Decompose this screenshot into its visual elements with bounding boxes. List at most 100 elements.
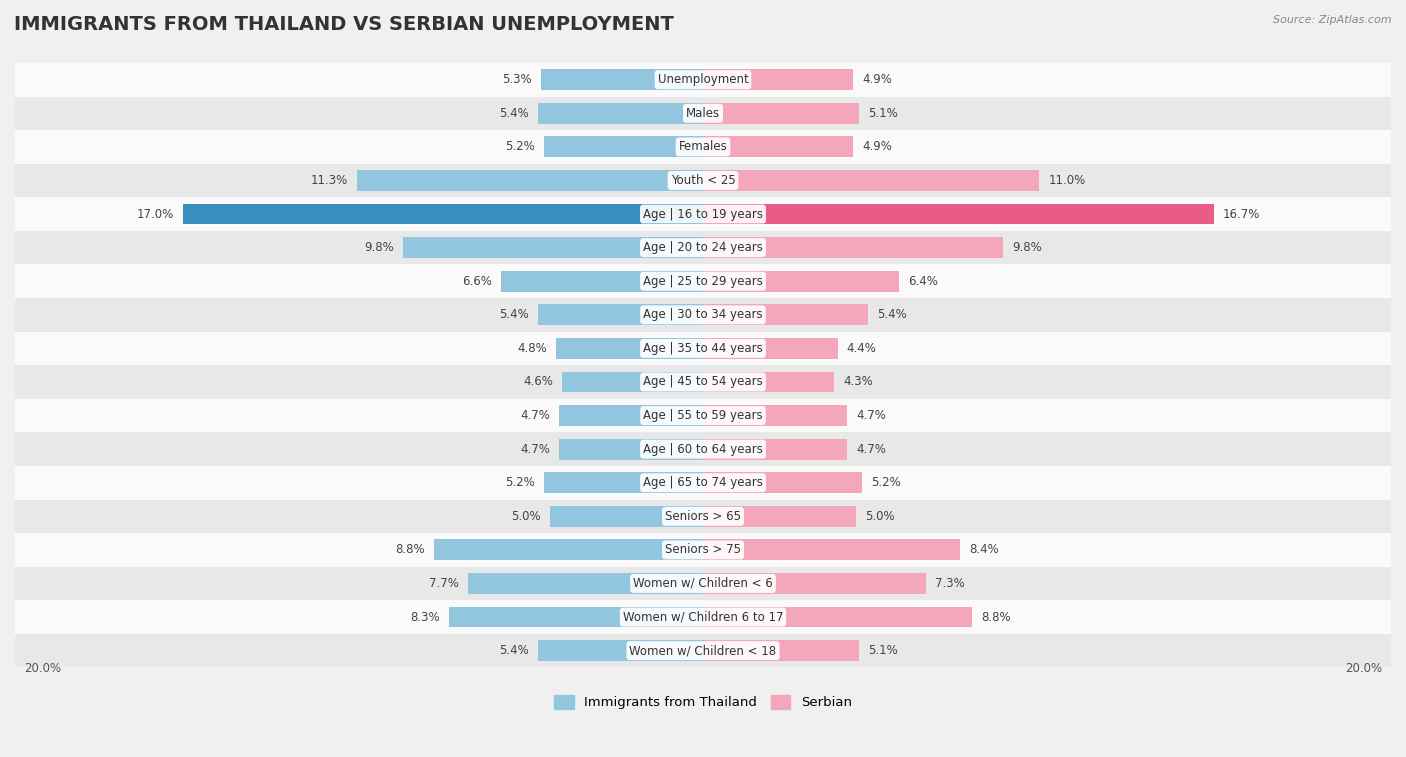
Text: 11.3%: 11.3% (311, 174, 349, 187)
Text: Age | 65 to 74 years: Age | 65 to 74 years (643, 476, 763, 489)
Text: 5.2%: 5.2% (872, 476, 901, 489)
Bar (0, 634, 1406, 668)
Text: 17.0%: 17.0% (136, 207, 174, 220)
Text: 5.4%: 5.4% (877, 308, 907, 321)
Bar (703, 472, 862, 493)
Bar (550, 506, 703, 527)
Bar (538, 103, 703, 123)
Text: 8.8%: 8.8% (981, 611, 1011, 624)
Text: 4.7%: 4.7% (856, 443, 886, 456)
Bar (0, 298, 1406, 332)
Bar (0, 63, 1406, 96)
Text: 16.7%: 16.7% (1223, 207, 1260, 220)
Bar (541, 70, 703, 90)
Text: 9.8%: 9.8% (1012, 241, 1042, 254)
Text: Age | 60 to 64 years: Age | 60 to 64 years (643, 443, 763, 456)
Text: 8.8%: 8.8% (395, 544, 425, 556)
Text: 8.3%: 8.3% (411, 611, 440, 624)
Bar (544, 136, 703, 157)
Bar (0, 466, 1406, 500)
Bar (703, 103, 859, 123)
Text: Males: Males (686, 107, 720, 120)
Text: Age | 25 to 29 years: Age | 25 to 29 years (643, 275, 763, 288)
Text: 4.7%: 4.7% (520, 409, 550, 422)
Bar (703, 640, 859, 661)
Bar (183, 204, 703, 225)
Text: Age | 20 to 24 years: Age | 20 to 24 years (643, 241, 763, 254)
Bar (703, 237, 1002, 258)
Bar (703, 573, 927, 594)
Text: 4.3%: 4.3% (844, 375, 873, 388)
Bar (703, 271, 898, 291)
Text: 5.1%: 5.1% (868, 644, 898, 657)
Bar (538, 304, 703, 326)
Text: Source: ZipAtlas.com: Source: ZipAtlas.com (1274, 15, 1392, 25)
Text: Age | 35 to 44 years: Age | 35 to 44 years (643, 342, 763, 355)
Text: 5.0%: 5.0% (512, 509, 541, 523)
Bar (0, 600, 1406, 634)
Text: 5.2%: 5.2% (505, 476, 534, 489)
Bar (703, 204, 1213, 225)
Bar (0, 332, 1406, 365)
Bar (538, 640, 703, 661)
Bar (0, 399, 1406, 432)
Text: 7.7%: 7.7% (429, 577, 458, 590)
Text: Unemployment: Unemployment (658, 73, 748, 86)
Text: 5.4%: 5.4% (499, 107, 529, 120)
Text: 6.6%: 6.6% (463, 275, 492, 288)
Bar (0, 231, 1406, 264)
Bar (703, 439, 846, 459)
Bar (562, 372, 703, 392)
Bar (560, 439, 703, 459)
Bar (560, 405, 703, 426)
Bar (544, 472, 703, 493)
Bar (404, 237, 703, 258)
Bar (703, 338, 838, 359)
Text: 9.8%: 9.8% (364, 241, 394, 254)
Bar (703, 304, 868, 326)
Text: Women w/ Children < 6: Women w/ Children < 6 (633, 577, 773, 590)
Bar (434, 540, 703, 560)
Text: 8.4%: 8.4% (969, 544, 998, 556)
Bar (703, 540, 960, 560)
Text: Age | 45 to 54 years: Age | 45 to 54 years (643, 375, 763, 388)
Bar (703, 136, 853, 157)
Bar (0, 432, 1406, 466)
Bar (357, 170, 703, 191)
Bar (0, 264, 1406, 298)
Text: Females: Females (679, 140, 727, 154)
Bar (703, 506, 856, 527)
Text: 5.3%: 5.3% (502, 73, 531, 86)
Text: Seniors > 75: Seniors > 75 (665, 544, 741, 556)
Text: 20.0%: 20.0% (24, 662, 62, 674)
Bar (449, 606, 703, 628)
Bar (703, 606, 972, 628)
Text: Age | 16 to 19 years: Age | 16 to 19 years (643, 207, 763, 220)
Text: IMMIGRANTS FROM THAILAND VS SERBIAN UNEMPLOYMENT: IMMIGRANTS FROM THAILAND VS SERBIAN UNEM… (14, 15, 673, 34)
Text: 4.9%: 4.9% (862, 73, 891, 86)
Bar (501, 271, 703, 291)
Text: Age | 30 to 34 years: Age | 30 to 34 years (643, 308, 763, 321)
Bar (703, 170, 1039, 191)
Legend: Immigrants from Thailand, Serbian: Immigrants from Thailand, Serbian (548, 690, 858, 715)
Text: 5.2%: 5.2% (505, 140, 534, 154)
Bar (0, 96, 1406, 130)
Text: 5.0%: 5.0% (865, 509, 894, 523)
Bar (0, 365, 1406, 399)
Text: 4.7%: 4.7% (520, 443, 550, 456)
Bar (0, 533, 1406, 567)
Bar (468, 573, 703, 594)
Text: 4.7%: 4.7% (856, 409, 886, 422)
Text: Age | 55 to 59 years: Age | 55 to 59 years (643, 409, 763, 422)
Text: Youth < 25: Youth < 25 (671, 174, 735, 187)
Bar (0, 130, 1406, 164)
Text: 11.0%: 11.0% (1049, 174, 1085, 187)
Bar (0, 198, 1406, 231)
Text: Women w/ Children < 18: Women w/ Children < 18 (630, 644, 776, 657)
Text: 20.0%: 20.0% (1344, 662, 1382, 674)
Text: 5.4%: 5.4% (499, 308, 529, 321)
Bar (703, 70, 853, 90)
Bar (703, 372, 835, 392)
Text: 6.4%: 6.4% (908, 275, 938, 288)
Text: 4.4%: 4.4% (846, 342, 876, 355)
